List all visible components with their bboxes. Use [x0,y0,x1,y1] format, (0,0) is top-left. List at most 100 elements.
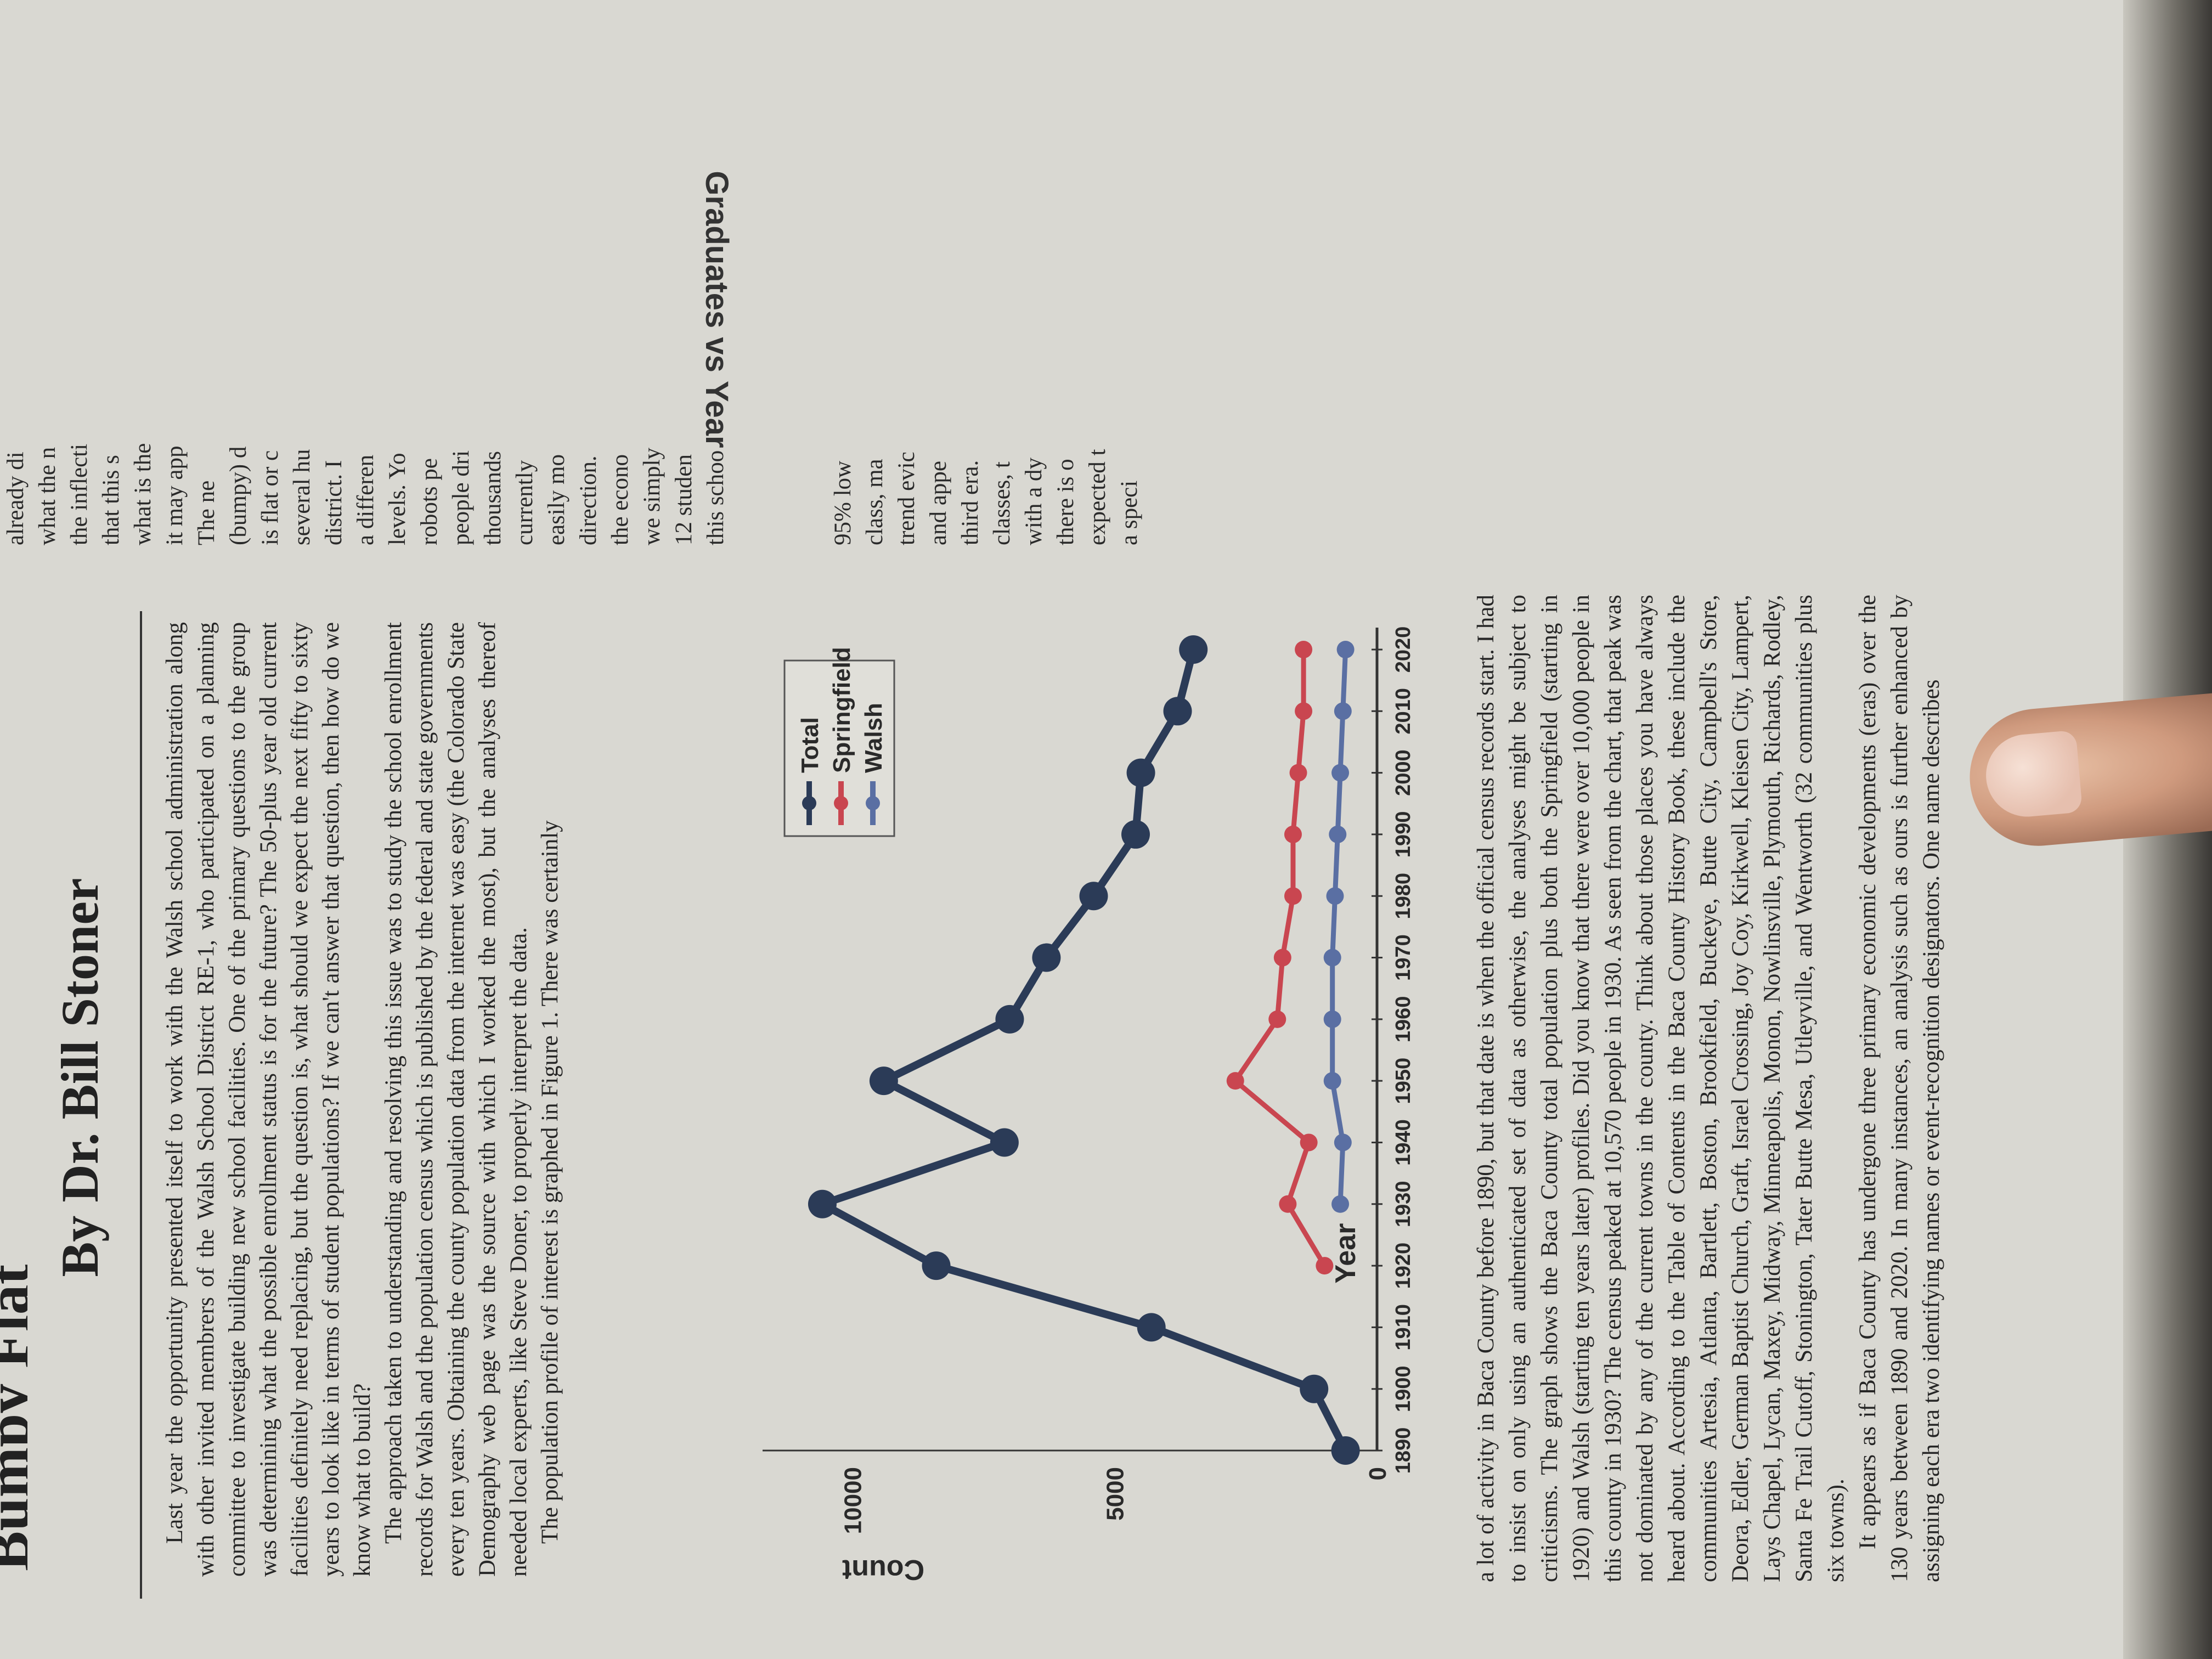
data-point-walsh [1331,1195,1350,1213]
data-point-springfield [1279,1195,1297,1213]
column-line: robots pe [416,458,442,545]
adjacent-article-column: already di what the n the inflecti that thi… [0,95,2194,545]
data-point-springfield [1284,825,1302,843]
y-tick-label: 5000 [1102,1467,1129,1521]
data-point-total [1137,1313,1166,1342]
data-point-total [1300,1374,1329,1403]
series-line-total [818,646,1350,1454]
column-line: is flat or c [257,450,283,545]
column-line: what the n [35,447,60,545]
column-line: trend evic [894,452,919,545]
data-point-springfield [1295,641,1313,658]
paragraph: a lot of activity in Baca County before … [1473,595,1849,1582]
column-line: currently [512,460,538,545]
data-point-total [1079,882,1108,911]
thumbnail-fingernail [1982,730,2083,820]
headline-rule [140,611,142,1599]
data-point-total [869,1066,898,1096]
x-tick-label: 2020 [1392,627,1415,673]
x-tick-label: 1970 [1392,934,1415,981]
data-point-walsh [1323,1072,1341,1090]
column-line [764,95,795,545]
legend-entry: Total [797,717,823,773]
column-line: direction. [575,455,601,545]
column-line: it may app [162,445,188,545]
column-line: and appe [926,460,951,545]
column-line: third era. [957,460,983,545]
data-point-walsh [1336,641,1355,658]
x-tick-label: 1910 [1392,1304,1415,1351]
article-intro-text: Last year the opportunity presented itse… [159,622,708,1577]
data-point-total [808,1189,837,1218]
column-line: a speci [1116,480,1142,545]
article-byline: By Dr. Bill Stoner [50,878,109,1277]
column-line: people dri [448,450,474,545]
column-line: classes, t [989,461,1015,545]
x-tick-label: 2010 [1392,688,1415,735]
data-point-walsh [1326,887,1344,905]
column-line: thousands [480,451,506,545]
column-line: the inflecti [66,443,92,545]
column-line: 95% low [830,460,856,545]
data-point-springfield [1300,1133,1318,1152]
data-point-walsh [1329,825,1347,843]
x-tick-label: 1930 [1392,1181,1415,1227]
data-point-total [1126,758,1155,787]
y-axis-label: Count [842,1554,924,1585]
data-point-springfield [1295,702,1313,720]
population-chart: Count 0 5000 10000 1890 1900 1910 1920 1930 1940 1… [730,606,1459,1626]
x-tick-label: 1890 [1392,1427,1415,1474]
x-tick-label: 1980 [1392,873,1415,919]
column-line [795,95,827,545]
data-point-walsh [1334,702,1352,720]
data-point-springfield [1226,1072,1244,1090]
data-point-walsh [1323,949,1341,967]
data-point-walsh [1331,764,1350,782]
x-tick-label: 1960 [1392,996,1415,1043]
column-line: class, ma [862,459,888,545]
column-line: we simply [639,448,665,545]
x-tick-label: 1900 [1392,1365,1415,1412]
column-line: district. I [321,460,347,545]
legend-entry: Springfield [828,647,855,773]
column-line: already di [3,452,29,545]
x-tick-label: 2000 [1392,749,1415,796]
column-line: several hu [289,449,315,545]
x-tick-label: 1950 [1392,1058,1415,1104]
data-point-total [1163,697,1192,726]
column-line [732,95,764,545]
data-point-springfield [1284,887,1302,905]
data-point-total [1032,943,1061,972]
column-line: levels. Yo [385,453,410,545]
column-line: the econo [607,454,633,545]
paragraph: Last year the opportunity presented itse… [162,622,375,1577]
x-tick-label: 1990 [1392,811,1415,858]
chart-svg: Count 0 5000 10000 1890 1900 1910 1920 1930 1940 1… [763,627,1415,1585]
data-point-springfield [1273,949,1291,967]
y-tick-label: 10000 [839,1467,866,1534]
x-axis-label: Year [1330,1223,1362,1284]
column-line: a differen [353,454,379,545]
legend-marker [866,796,880,810]
column-line: that this s [98,455,124,545]
data-point-total [1121,820,1150,849]
data-point-total [990,1128,1019,1157]
x-tick-label: 1940 [1392,1119,1415,1166]
series-line-walsh [1330,647,1348,1207]
data-point-walsh [1323,1010,1341,1028]
column-line: The ne [194,480,219,545]
data-point-total [995,1005,1024,1034]
data-point-total [1179,635,1208,664]
legend-entry: Walsh [860,703,887,773]
x-tick-label: 1920 [1392,1243,1415,1289]
paragraph: It appears as if Baca County has undergo… [1855,595,1944,1582]
data-point-total [1331,1436,1360,1465]
data-point-total [922,1251,951,1280]
legend-marker [802,796,816,810]
column-line: with a dy [1021,457,1047,545]
column-line: expected t [1085,449,1110,546]
paragraph: The approach taken to understanding and … [381,622,532,1577]
y-tick-label: 0 [1364,1467,1391,1480]
